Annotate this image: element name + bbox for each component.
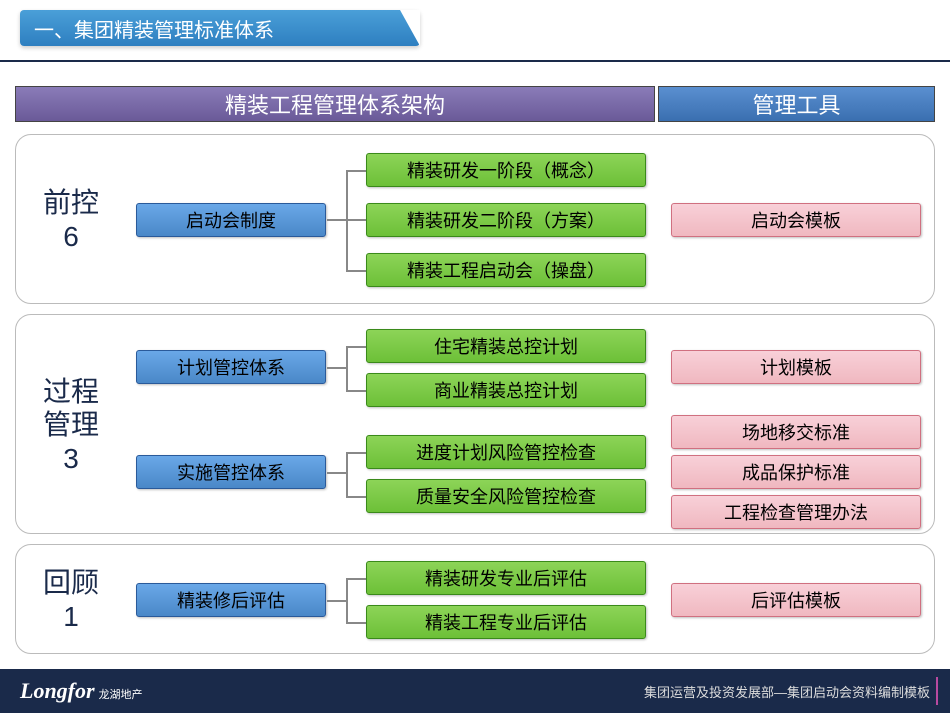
row-label-text: 前控 [43, 186, 99, 220]
connector [346, 390, 366, 392]
connector [346, 452, 348, 496]
section-process: 过程 管理 3 计划管控体系 实施管控体系 住宅精装总控计划 商业精装总控计划 … [15, 314, 935, 534]
row-label-text: 过程 [43, 375, 99, 409]
pink-box-handover: 场地移交标准 [671, 415, 921, 449]
blue-box-impl: 实施管控体系 [136, 455, 326, 489]
pink-box-protection: 成品保护标准 [671, 455, 921, 489]
section-review: 回顾 1 精装修后评估 精装研发专业后评估 精装工程专业后评估 后评估模板 [15, 544, 935, 654]
row-label-text: 回顾 [43, 566, 99, 600]
slide-title: 一、集团精装管理标准体系 [20, 10, 420, 46]
row-label-process: 过程 管理 3 [26, 315, 116, 535]
green-box-progress: 进度计划风险管控检查 [366, 435, 646, 469]
row-label-text2: 管理 [43, 408, 99, 442]
row-label-count: 6 [63, 220, 79, 254]
green-box-quality: 质量安全风险管控检查 [366, 479, 646, 513]
connector [327, 600, 347, 602]
column-header-left: 精装工程管理体系架构 [15, 86, 655, 122]
connector [346, 578, 348, 622]
connector [346, 452, 366, 454]
green-box-phase1: 精装研发一阶段（概念） [366, 153, 646, 187]
logo-en: Longfor [20, 678, 95, 703]
section-front-control: 前控 6 启动会制度 精装研发一阶段（概念） 精装研发二阶段（方案） 精装工程启… [15, 134, 935, 304]
connector [346, 346, 366, 348]
green-box-rd-review: 精装研发专业后评估 [366, 561, 646, 595]
green-box-com-plan: 商业精装总控计划 [366, 373, 646, 407]
green-box-phase2: 精装研发二阶段（方案） [366, 203, 646, 237]
connector [346, 270, 366, 272]
row-label-front: 前控 6 [26, 135, 116, 305]
pink-box-review-template: 后评估模板 [671, 583, 921, 617]
logo-zh: 龙湖地产 [99, 689, 143, 701]
pink-box-kickoff-template: 启动会模板 [671, 203, 921, 237]
row-label-count: 3 [63, 442, 79, 476]
blue-box-kickoff: 启动会制度 [136, 203, 326, 237]
blue-box-plan: 计划管控体系 [136, 350, 326, 384]
footer-text: 集团运营及投资发展部—集团启动会资料编制模板 [644, 682, 930, 701]
connector [327, 367, 347, 369]
blue-box-review: 精装修后评估 [136, 583, 326, 617]
pink-box-plan-template: 计划模板 [671, 350, 921, 384]
column-header-right: 管理工具 [658, 86, 935, 122]
connector [346, 622, 366, 624]
pink-box-inspection: 工程检查管理办法 [671, 495, 921, 529]
top-divider [0, 60, 950, 62]
connector [346, 578, 366, 580]
logo: Longfor 龙湖地产 [20, 678, 143, 704]
green-box-res-plan: 住宅精装总控计划 [366, 329, 646, 363]
green-box-kickoff: 精装工程启动会（操盘） [366, 253, 646, 287]
connector [346, 170, 366, 172]
row-label-review: 回顾 1 [26, 545, 116, 655]
row-label-count: 1 [63, 600, 79, 634]
connector [327, 472, 347, 474]
footer-accent [936, 677, 938, 705]
connector [346, 496, 366, 498]
footer: Longfor 龙湖地产 集团运营及投资发展部—集团启动会资料编制模板 [0, 669, 950, 713]
connector [346, 346, 348, 390]
green-box-eng-review: 精装工程专业后评估 [366, 605, 646, 639]
connector [346, 170, 348, 270]
